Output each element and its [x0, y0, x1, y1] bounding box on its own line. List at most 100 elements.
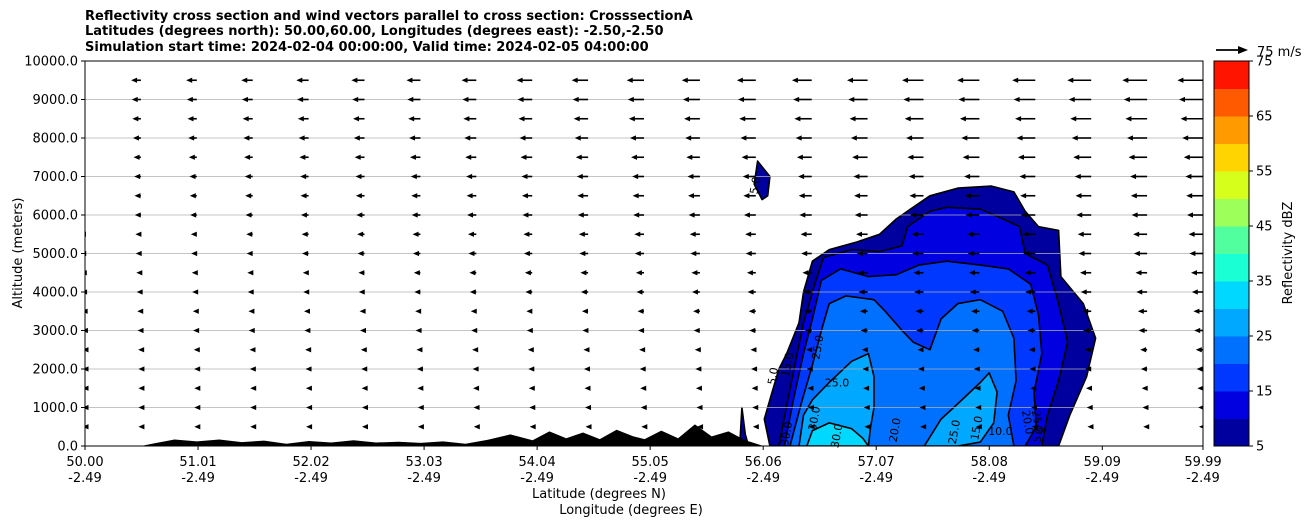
reflectivity-fill	[738, 160, 1097, 446]
wind-vector-head	[1137, 308, 1144, 314]
wind-vector-head	[750, 347, 757, 353]
wind-vector	[304, 327, 311, 334]
wind-vector	[1122, 77, 1148, 83]
wind-vector	[1182, 135, 1203, 141]
wind-vector	[529, 404, 536, 411]
wind-vector-head	[241, 96, 248, 103]
wind-vector	[804, 327, 812, 334]
wind-vector-head	[1031, 424, 1038, 430]
wind-vector	[796, 154, 812, 160]
wind-vector-head	[798, 173, 805, 180]
wind-vector-head	[697, 424, 704, 430]
wind-vector	[242, 116, 253, 122]
wind-vector	[131, 96, 141, 103]
wind-vector	[250, 385, 257, 391]
wind-vector-head	[414, 289, 421, 295]
wind-vector	[469, 270, 477, 276]
wind-vector-head	[300, 173, 307, 180]
wind-vector	[247, 289, 254, 295]
wind-vector-head	[302, 250, 309, 257]
colorbar-segment	[1214, 61, 1249, 89]
wind-vector	[1142, 404, 1149, 411]
wind-vector-head	[1188, 231, 1195, 237]
wind-vector	[957, 77, 980, 83]
wind-vector-head	[1135, 270, 1142, 276]
wind-vector-head	[464, 135, 471, 141]
wind-vector-head	[466, 173, 473, 180]
wind-vector-head	[576, 173, 583, 180]
wind-vector-head	[746, 270, 753, 276]
wind-vector-head	[362, 424, 368, 430]
wind-vector-head	[739, 116, 746, 122]
wind-vector-head	[1193, 308, 1200, 314]
colorbar-tick-label: 15	[1256, 385, 1273, 400]
x-tick-label-lat: 52.02	[292, 455, 329, 470]
wind-vector	[1025, 289, 1036, 295]
wind-vector	[85, 385, 89, 391]
wind-vector	[745, 250, 756, 257]
wind-vector	[1071, 135, 1092, 141]
wind-vector-head	[1023, 250, 1030, 257]
wind-vector	[917, 347, 924, 353]
wind-vector-head	[85, 308, 88, 314]
wind-vector-head	[1078, 250, 1085, 257]
wind-vector-head	[800, 231, 807, 237]
wind-vector-head	[627, 96, 634, 103]
wind-vector-head	[297, 96, 304, 103]
wind-vector-head	[1077, 231, 1084, 237]
wind-vector-head	[695, 385, 702, 391]
wind-vector-head	[1123, 96, 1130, 103]
wind-vector	[1028, 347, 1036, 353]
contour-label-6: 30.0	[778, 421, 795, 447]
wind-vector	[801, 250, 812, 257]
wind-vector	[138, 347, 145, 353]
wind-vector	[1189, 250, 1203, 257]
wind-vector-head	[583, 347, 590, 353]
wind-vector-head	[799, 212, 806, 218]
wind-vector-head	[958, 96, 965, 103]
wind-vector	[248, 327, 255, 334]
wind-vector-head	[526, 308, 533, 314]
wind-vector-head	[908, 173, 915, 180]
wind-vector-head	[471, 327, 478, 334]
wind-vector	[631, 154, 644, 160]
wind-vector	[637, 308, 644, 314]
wind-vector-head	[135, 250, 142, 257]
wind-vector-head	[745, 231, 752, 237]
wind-vector	[633, 212, 644, 218]
wind-vector-head	[695, 366, 702, 372]
wind-vector	[1084, 347, 1092, 353]
wind-vector-head	[1074, 173, 1081, 180]
wind-vector	[685, 135, 700, 141]
wind-vector-head	[138, 404, 145, 411]
wind-vector-head	[472, 347, 479, 353]
wind-vector-head	[1195, 347, 1202, 353]
wind-vector	[1191, 270, 1203, 276]
wind-vector	[411, 193, 421, 199]
wind-vector	[468, 250, 477, 257]
wind-vector	[138, 385, 145, 391]
wind-vector-head	[193, 327, 200, 334]
wind-vector-head	[473, 424, 480, 430]
wind-vector	[1023, 250, 1036, 257]
wind-vector	[415, 327, 422, 334]
wind-vector-head	[354, 154, 361, 160]
wind-vector-head	[1191, 270, 1197, 276]
wind-vector	[686, 154, 700, 160]
colorbar-segment	[1214, 143, 1249, 172]
wind-vector-head	[802, 270, 809, 276]
wind-vector	[584, 385, 591, 391]
colorbar-segment	[1214, 363, 1249, 392]
colorbar-segment	[1214, 198, 1249, 227]
x-tick-label-lat: 53.03	[405, 455, 442, 470]
wind-vector	[639, 347, 646, 353]
wind-vector-head	[138, 366, 145, 372]
wind-vector	[798, 193, 812, 199]
wind-vector	[571, 77, 589, 83]
wind-vector	[358, 289, 365, 295]
wind-vector-head	[1142, 404, 1149, 411]
wind-vector-head	[1067, 77, 1074, 83]
wind-vector-head	[76, 78, 82, 83]
wind-vector-head	[1141, 385, 1148, 391]
wind-vector-head	[751, 366, 758, 372]
